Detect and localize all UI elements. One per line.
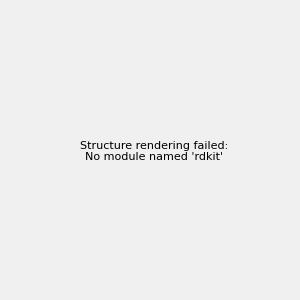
Text: Structure rendering failed:
No module named 'rdkit': Structure rendering failed: No module na… [80,141,228,162]
